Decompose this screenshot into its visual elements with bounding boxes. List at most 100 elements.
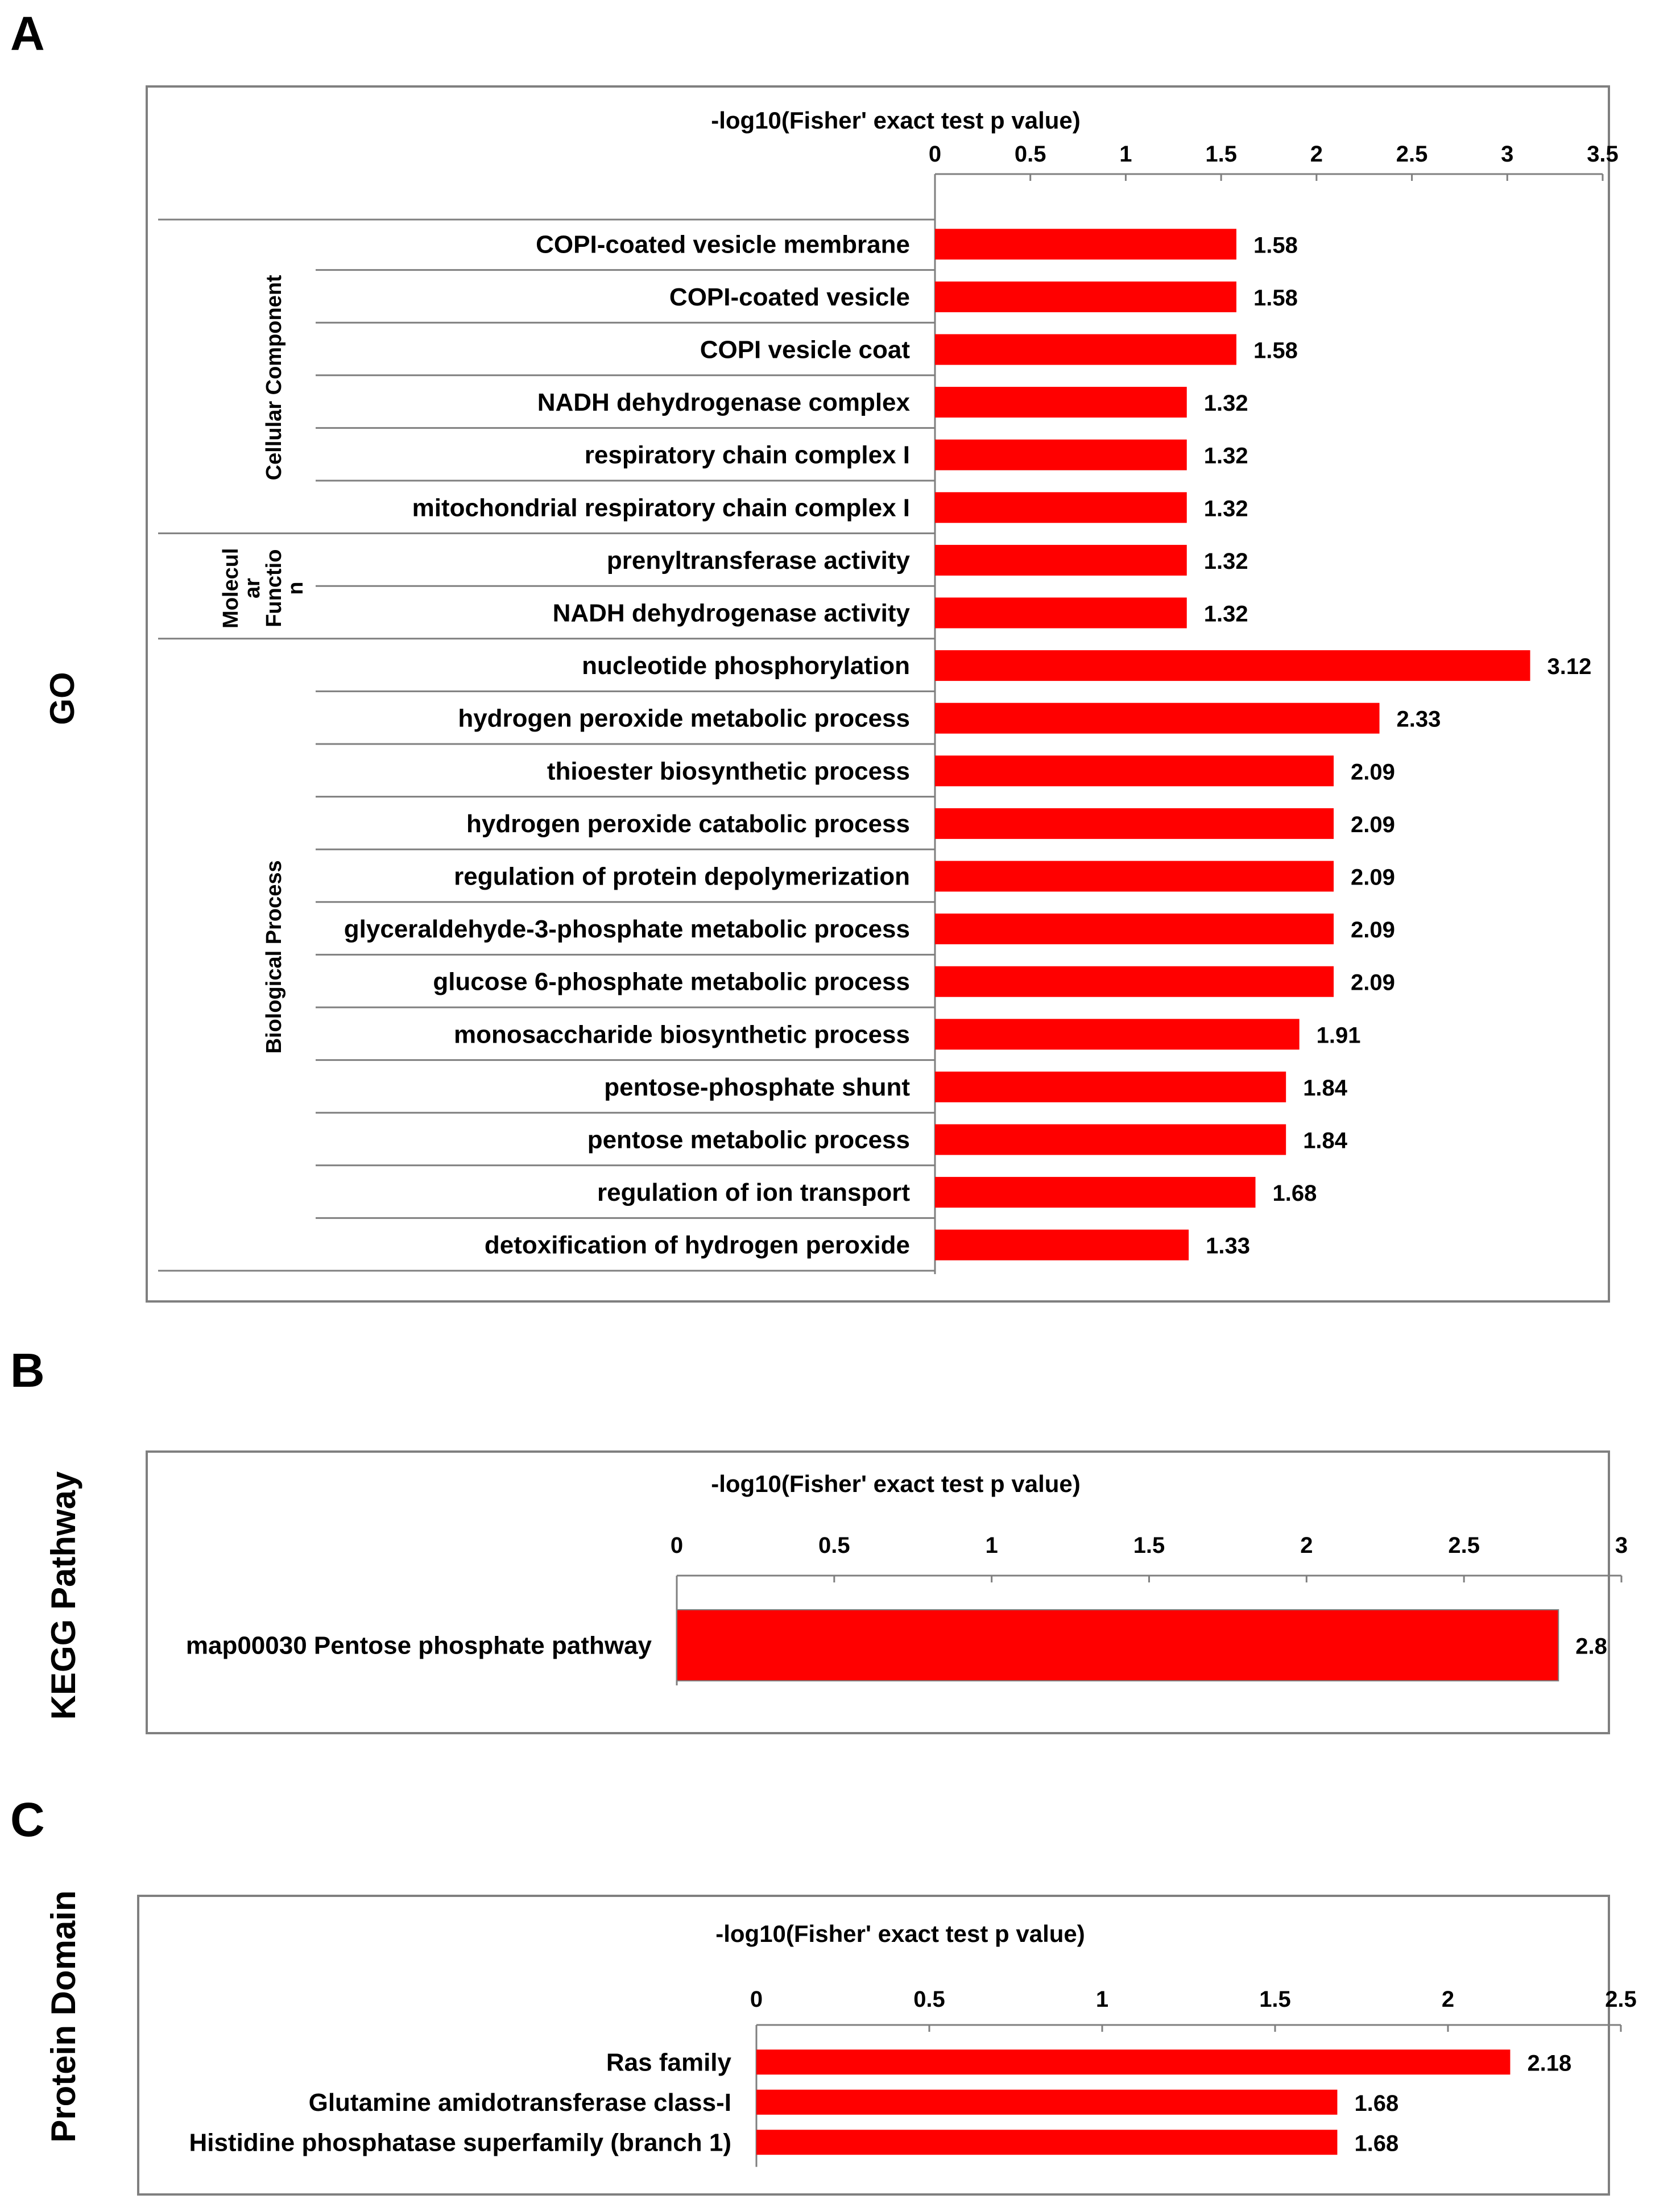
chart-a-bar-pentose-phosphate-shunt	[935, 1071, 1286, 1102]
chart-a-category-label: pentose metabolic process	[587, 1126, 910, 1154]
chart-b-tick-label: 1.5	[1133, 1533, 1165, 1558]
group-label-cellular-component: Cellular Component	[262, 275, 286, 480]
chart-a-category-label: hydrogen peroxide catabolic process	[466, 810, 910, 838]
chart-b-tick-label: 3	[1615, 1533, 1628, 1558]
chart-a-bar-nucleotide-phosphorylation	[935, 650, 1530, 681]
chart-a-value-label: 1.68	[1273, 1181, 1317, 1206]
chart-a-value-label: 1.32	[1204, 391, 1248, 416]
side-label-go: GO	[43, 672, 81, 725]
panel-letter-a: A	[10, 7, 45, 60]
chart-a-category-label: regulation of ion transport	[597, 1179, 910, 1206]
chart-a-value-label: 1.32	[1204, 444, 1248, 469]
group-label-molecularfunction: MolecularFunction	[219, 548, 308, 628]
chart-a-value-label: 2.09	[1351, 812, 1395, 837]
chart-a-value-label: 1.58	[1253, 233, 1298, 258]
chart-a-category-label: COPI-coated vesicle membrane	[536, 230, 910, 258]
side-label-protein-domain: Protein Domain	[44, 1890, 82, 2142]
chart-c-category-label: Glutamine amidotransferase class-I	[309, 2089, 731, 2117]
chart-a-bar-respiratory-chain-complex-i	[935, 439, 1187, 470]
axis-title-b: -log10(Fisher' exact test p value)	[711, 1470, 1081, 1497]
chart-a-tick-label: 0	[929, 142, 941, 167]
chart-a-tick-label: 1	[1119, 142, 1132, 167]
chart-a-bar-glucose-6-phosphate-metabolic-process	[935, 966, 1334, 997]
chart-c-bar-glutamine-amidotransferase-class-i	[756, 2089, 1338, 2115]
axis-title-a: -log10(Fisher' exact test p value)	[711, 107, 1081, 134]
chart-a-category-label: COPI vesicle coat	[700, 336, 911, 364]
chart-a-tick-label: 3.5	[1587, 142, 1619, 167]
chart-a-category-label: NADH dehydrogenase complex	[537, 388, 911, 416]
chart-a-bar-regulation-of-protein-depolymerization	[935, 861, 1334, 892]
chart-a-category-label: detoxification of hydrogen peroxide	[485, 1231, 910, 1259]
chart-c-bar-histidine-phosphatase-superfamily-branch-1	[756, 2130, 1338, 2155]
chart-c-tick-label: 1	[1096, 1987, 1108, 2012]
side-label-kegg: KEGG Pathway	[44, 1471, 82, 1720]
chart-a-value-label: 1.32	[1204, 549, 1248, 574]
chart-b-value-label: 2.8	[1575, 1634, 1607, 1659]
chart-a-value-label: 1.91	[1317, 1023, 1361, 1048]
chart-a-category-label: respiratory chain complex I	[585, 441, 910, 469]
chart-a-value-label: 1.58	[1253, 338, 1298, 363]
chart-a-category-label: regulation of protein depolymerization	[454, 863, 910, 891]
chart-a-bar-hydrogen-peroxide-metabolic-process	[935, 702, 1380, 734]
chart-a-bar-copi-coated-vesicle	[935, 281, 1236, 312]
chart-a-value-label: 2.33	[1397, 707, 1441, 732]
chart-a-value-label: 1.58	[1253, 286, 1298, 311]
chart-b-tick-label: 1	[986, 1533, 998, 1558]
chart-b-tick-label: 0	[671, 1533, 683, 1558]
panel-letter-c: C	[10, 1793, 45, 1846]
chart-a-value-label: 1.32	[1204, 496, 1248, 521]
axis-title-c: -log10(Fisher' exact test p value)	[715, 1920, 1085, 1947]
chart-a-category-label: NADH dehydrogenase activity	[553, 600, 911, 627]
chart-b-tick-label: 0.5	[818, 1533, 850, 1558]
chart-a-bar-glyceraldehyde-3-phosphate-metabolic-process	[935, 914, 1334, 945]
chart-b: 0 0.5 1 1.5 2 2.5 3 map00030 Pentose phosphate …	[186, 1533, 1628, 1685]
chart-a-bar-pentose-metabolic-process	[935, 1124, 1286, 1155]
chart-a-tick-label: 2	[1310, 142, 1323, 167]
chart-a-category-label: thioester biosynthetic process	[547, 757, 910, 785]
chart-a-value-label: 1.32	[1204, 602, 1248, 627]
chart-a-bar-monosaccharide-biosynthetic-process	[935, 1019, 1300, 1050]
panel-a-frame	[146, 85, 1610, 1303]
chart-a-bar-copi-vesicle-coat	[935, 334, 1236, 365]
chart-c-bar-ras-family	[756, 2049, 1511, 2075]
chart-a-value-label: 2.09	[1351, 917, 1395, 943]
chart-a-value-label: 1.33	[1206, 1234, 1250, 1259]
chart-a: 0 0.5 1 1.5 2 2.5 3 3.5 Cellular Component Molecu…	[158, 142, 1619, 1274]
chart-a-bar-mitochondrial-respiratory-chain-complex-i	[935, 492, 1187, 523]
chart-a-bar-detoxification-of-hydrogen-peroxide	[935, 1229, 1189, 1260]
chart-a-category-label: prenyltransferase activity	[607, 547, 911, 574]
chart-a-value-label: 1.84	[1303, 1076, 1348, 1101]
chart-a-tick-label: 2.5	[1396, 142, 1428, 167]
chart-a-category-label: pentose-phosphate shunt	[604, 1073, 910, 1101]
chart-a-bar-prenyltransferase-activity	[935, 544, 1187, 576]
chart-a-value-label: 2.09	[1351, 759, 1395, 784]
chart-a-value-label: 2.09	[1351, 865, 1395, 890]
chart-a-bar-hydrogen-peroxide-catabolic-process	[935, 808, 1334, 839]
chart-a-category-label: monosaccharide biosynthetic process	[454, 1020, 910, 1048]
chart-a-bar-nadh-dehydrogenase-complex	[935, 387, 1187, 418]
chart-b-tick-label: 2	[1300, 1533, 1313, 1558]
group-label-biological-process: Biological Process	[262, 860, 286, 1053]
panel-c-frame	[137, 1895, 1610, 2196]
chart-a-bar-regulation-of-ion-transport	[935, 1177, 1256, 1208]
chart-c-value-label: 1.68	[1354, 2131, 1398, 2156]
chart-a-value-label: 2.09	[1351, 970, 1395, 995]
chart-c-tick-label: 1.5	[1259, 1987, 1291, 2012]
chart-a-category-label: mitochondrial respiratory chain complex …	[412, 494, 910, 522]
chart-a-tick-label: 3	[1501, 142, 1513, 167]
chart-c-tick-label: 0	[750, 1987, 763, 2012]
chart-a-bar-thioester-biosynthetic-process	[935, 755, 1334, 787]
chart-a-category-label: hydrogen peroxide metabolic process	[458, 705, 910, 733]
chart-c-tick-label: 2	[1442, 1987, 1454, 2012]
panel-b-frame	[146, 1450, 1610, 1734]
chart-a-category-label: glucose 6-phosphate metabolic process	[433, 968, 910, 996]
chart-b-bar-map00030-pentose-phosphate-pathway	[676, 1609, 1559, 1681]
chart-c-tick-label: 0.5	[913, 1987, 945, 2012]
chart-a-tick-label: 0.5	[1015, 142, 1046, 167]
chart-a-category-label: nucleotide phosphorylation	[582, 652, 910, 680]
chart-a-bar-nadh-dehydrogenase-activity	[935, 597, 1187, 629]
chart-c: 0 0.5 1 1.5 2 2.5 Ras family 2.18 Glutamine amid…	[189, 1987, 1637, 2167]
chart-a-value-label: 3.12	[1547, 654, 1592, 679]
chart-c-value-label: 2.18	[1527, 2051, 1571, 2076]
chart-c-category-label: Histidine phosphatase superfamily (branc…	[189, 2128, 731, 2156]
